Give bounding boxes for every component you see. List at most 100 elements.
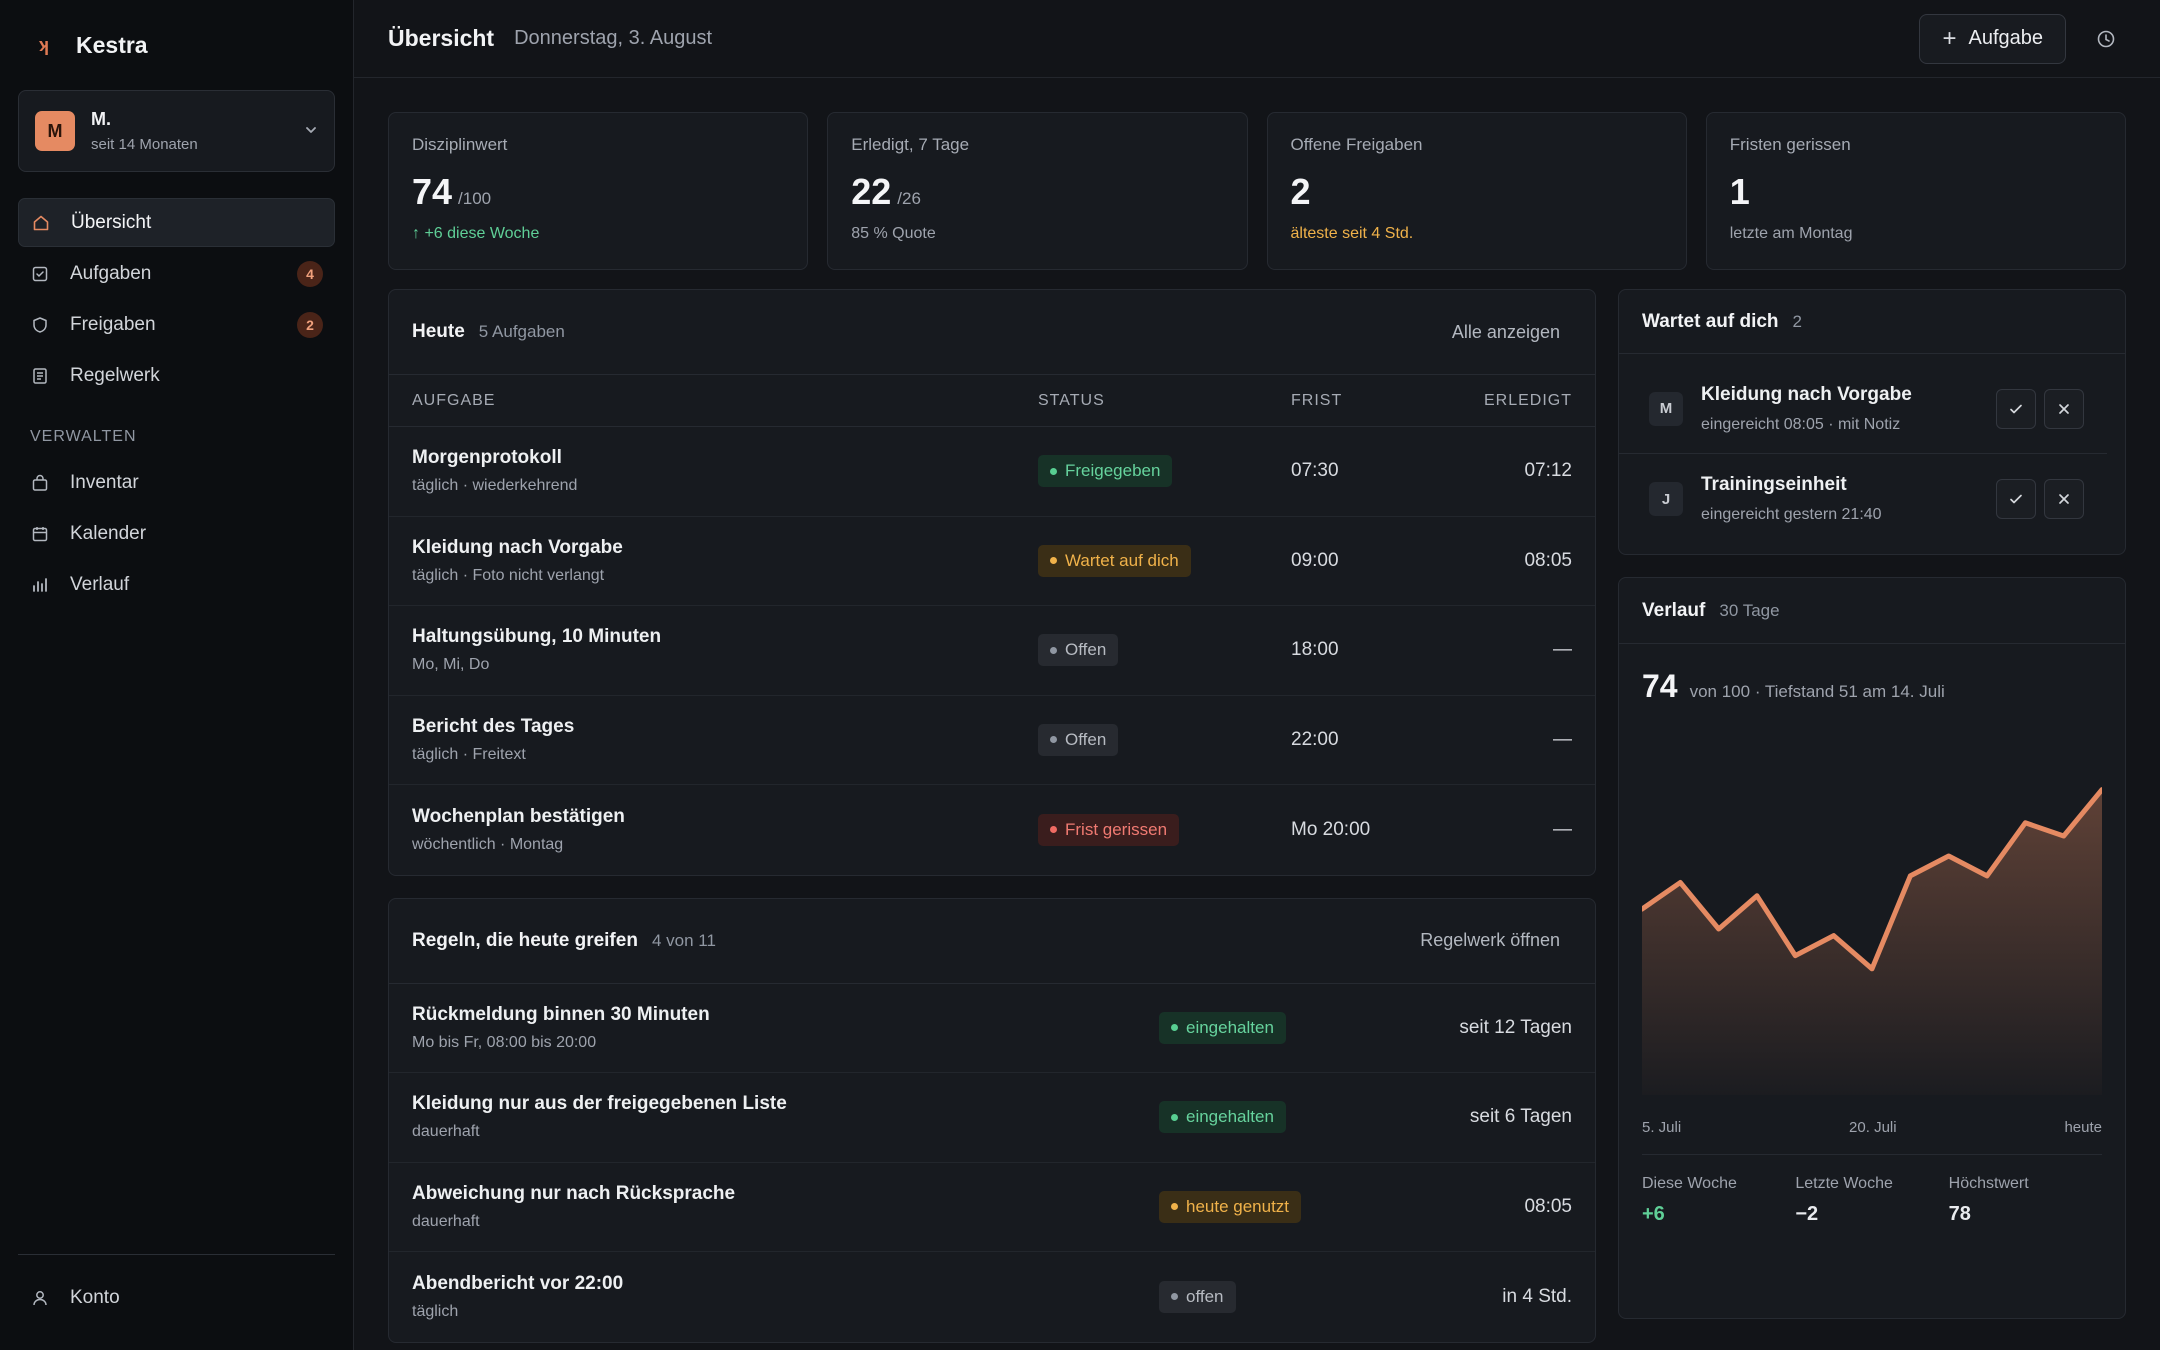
home-icon	[31, 213, 51, 233]
sidebar: ʞ Kestra M M. seit 14 Monaten Übersicht …	[0, 0, 354, 1350]
add-task-label: Aufgabe	[1968, 27, 2043, 49]
sidebar-item-label: Freigaben	[70, 313, 156, 335]
stat-value: 74	[412, 171, 453, 212]
account-info: M. seit 14 Monaten	[91, 109, 288, 153]
plus-icon: +	[1942, 24, 1957, 52]
list-item[interactable]: Rückmeldung binnen 30 Minuten Mo bis Fr,…	[389, 984, 1595, 1073]
card-count: 2	[1792, 311, 1802, 331]
table-row[interactable]: Kleidung nach Vorgabe täglich · Foto nic…	[389, 517, 1595, 606]
list-item[interactable]: Kleidung nur aus der freigegebenen Liste…	[389, 1073, 1595, 1163]
stat-label: Fristen gerissen	[1729, 135, 1851, 154]
task-done: 07:12	[1524, 460, 1572, 482]
approval-item[interactable]: M Kleidung nach Vorgabe eingereicht 08:0…	[1619, 364, 2107, 454]
sidebar-item-verlauf[interactable]: Verlauf	[18, 560, 335, 609]
waiting-card: Wartet auf dich 2 M Kleidung nach Vorgab…	[1618, 289, 2126, 555]
open-rules-link[interactable]: Regelwerk öffnen	[1420, 930, 1560, 950]
column-header[interactable]: STATUS	[1038, 391, 1105, 409]
task-title: Haltungsübung, 10 Minuten	[412, 626, 662, 648]
sidebar-item-label: Übersicht	[71, 211, 152, 233]
sidebar-item-konto[interactable]: Konto	[18, 1273, 335, 1322]
task-due: 22:00	[1291, 728, 1339, 750]
bar-chart-icon	[30, 575, 50, 595]
status-badge: eingehalten	[1159, 1101, 1286, 1134]
approval-title: Trainingseinheit	[1701, 474, 1847, 495]
task-due: 07:30	[1291, 460, 1339, 482]
x-axis-labels: 5. Juli 20. Juli heute	[1642, 1119, 2102, 1155]
list-item[interactable]: Abendbericht vor 22:00 täglich offen in …	[389, 1252, 1595, 1342]
table-row[interactable]: Haltungsübung, 10 Minuten Mo, Mi, Do Off…	[389, 606, 1595, 696]
avatar: J	[1649, 482, 1683, 516]
trend-stat-label: Letzte Woche	[1795, 1175, 1893, 1192]
approve-button[interactable]	[1996, 388, 2036, 429]
column-header[interactable]: AUFGABE	[412, 391, 496, 409]
sidebar-item-uebersicht[interactable]: Übersicht	[18, 198, 335, 247]
brand[interactable]: ʞ Kestra	[18, 0, 335, 90]
add-task-button[interactable]: + Aufgabe	[1919, 13, 2066, 64]
task-due: 09:00	[1291, 549, 1339, 571]
account-switcher[interactable]: M M. seit 14 Monaten	[18, 90, 335, 172]
sidebar-item-regelwerk[interactable]: Regelwerk	[18, 351, 335, 400]
sidebar-item-inventar[interactable]: Inventar	[18, 458, 335, 507]
topbar: Übersicht Donnerstag, 3. August + Aufgab…	[354, 0, 2160, 78]
trend-chart	[1642, 755, 2102, 1095]
status-badge: Frist gerissen	[1038, 813, 1180, 846]
rule-title: Abweichung nur nach Rücksprache	[412, 1182, 736, 1204]
card-count: 5 Aufgaben	[478, 322, 565, 341]
approval-item[interactable]: J Trainingseinheit eingereicht gestern 2…	[1619, 454, 2107, 544]
trend-stat-value: −2	[1795, 1203, 1819, 1225]
sidebar-item-kalender[interactable]: Kalender	[18, 509, 335, 558]
table-row[interactable]: Bericht des Tages täglich · Freitext Off…	[389, 696, 1595, 785]
divider	[18, 1254, 335, 1255]
table-row[interactable]: Morgenprotokoll täglich · wiederkehrend …	[389, 427, 1595, 517]
rule-meta: in 4 Std.	[1502, 1285, 1572, 1307]
trend-stat-label: Höchstwert	[1948, 1175, 2029, 1192]
rule-sub: dauerhaft	[412, 1123, 480, 1141]
page-title: Übersicht	[388, 25, 495, 51]
table-header: AUFGABE STATUS FRIST ERLEDIGT	[389, 375, 1595, 427]
sidebar-item-freigaben[interactable]: Freigaben 2	[18, 300, 335, 349]
stats-row: Disziplinwert 74 /100 ↑ +6 diese Woche E…	[388, 112, 2126, 270]
count-badge: 2	[297, 311, 323, 338]
column-header[interactable]: ERLEDIGT	[1483, 391, 1572, 409]
list-item[interactable]: Abweichung nur nach Rücksprache dauerhaf…	[389, 1163, 1595, 1252]
sidebar-item-label: Aufgaben	[70, 262, 152, 284]
trend-stats: Diese Woche +6 Letzte Woche −2 Höchstwer…	[1642, 1155, 2102, 1226]
sidebar-item-label: Kalender	[70, 522, 147, 544]
status-label: eingehalten	[1186, 1017, 1274, 1037]
close-icon	[2059, 403, 2069, 414]
status-badge: Wartet auf dich	[1038, 544, 1191, 577]
column-header[interactable]: FRIST	[1291, 391, 1343, 409]
today-card: Heute 5 Aufgaben Alle anzeigen AUFGABE S…	[388, 289, 1596, 876]
task-sub: täglich · Foto nicht verlangt	[412, 566, 605, 584]
task-title: Kleidung nach Vorgabe	[412, 536, 623, 558]
reject-button[interactable]	[2044, 479, 2084, 519]
check-icon	[2010, 494, 2022, 504]
approve-button[interactable]	[1996, 479, 2036, 519]
shield-icon	[30, 315, 50, 335]
task-title: Bericht des Tages	[412, 715, 575, 737]
trend-note: von 100 · Tiefstand 51 am 14. Juli	[1689, 682, 1945, 701]
stat-suffix: /100	[458, 189, 492, 208]
task-done: —	[1553, 818, 1572, 840]
task-due: 18:00	[1291, 639, 1339, 661]
table-row[interactable]: Wochenplan bestätigen wöchentlich · Mont…	[389, 785, 1595, 875]
reject-button[interactable]	[2044, 388, 2084, 429]
card-title: Wartet auf dich	[1642, 310, 1779, 332]
status-badge: eingehalten	[1159, 1011, 1286, 1044]
sidebar-item-aufgaben[interactable]: Aufgaben 4	[18, 249, 335, 298]
task-sub: täglich · Freitext	[412, 745, 526, 763]
bag-icon	[30, 473, 50, 493]
clock-icon[interactable]	[2086, 19, 2126, 59]
status-label: Offen	[1065, 640, 1107, 660]
task-done: —	[1553, 728, 1572, 750]
avatar: M	[1649, 391, 1683, 426]
card-title: Verlauf	[1642, 599, 1706, 621]
task-title: Wochenplan bestätigen	[412, 805, 625, 827]
trend-line	[1642, 787, 2102, 972]
close-icon	[2059, 494, 2069, 504]
status-label: Freigegeben	[1065, 461, 1161, 481]
status-label: eingehalten	[1186, 1107, 1274, 1127]
stat-label: Erledigt, 7 Tage	[851, 135, 970, 154]
rule-sub: täglich	[412, 1302, 459, 1320]
show-all-link[interactable]: Alle anzeigen	[1451, 321, 1560, 342]
